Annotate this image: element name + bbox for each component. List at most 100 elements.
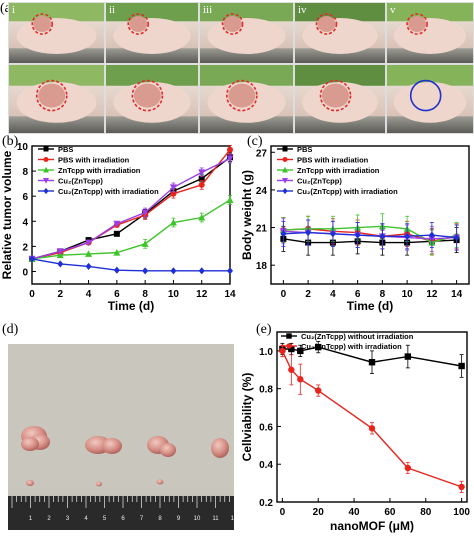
data-point bbox=[198, 213, 206, 221]
plot-frame bbox=[276, 331, 468, 503]
data-point bbox=[282, 157, 288, 162]
photo-label-v: v bbox=[390, 4, 396, 16]
mouse-photo-2-4 bbox=[294, 64, 386, 134]
x-tick-label: 8 bbox=[142, 289, 148, 300]
series-line bbox=[283, 231, 457, 239]
photo-label-iii: iii bbox=[203, 4, 213, 16]
x-tick-label: 60 bbox=[384, 507, 396, 518]
data-point bbox=[297, 347, 304, 355]
data-point bbox=[227, 267, 233, 275]
data-point bbox=[453, 233, 460, 242]
data-point bbox=[198, 267, 205, 275]
legend-label: Cu₂(ZnTcpp) without irradiation bbox=[301, 332, 414, 341]
y-axis-label: Relative tumor volume bbox=[0, 150, 14, 279]
tumor bbox=[317, 16, 336, 32]
panel-label-b: (b) bbox=[2, 134, 19, 149]
data-point bbox=[43, 166, 49, 173]
data-point bbox=[329, 230, 336, 238]
mouse-drawing bbox=[393, 13, 467, 54]
x-tick-label: 20 bbox=[313, 507, 325, 518]
data-point bbox=[404, 464, 412, 472]
x-tick-label: 6 bbox=[355, 289, 361, 300]
ruler-number: 10 bbox=[194, 516, 201, 522]
ruler-number: 2 bbox=[47, 516, 51, 522]
data-point bbox=[170, 267, 177, 275]
plot-frame bbox=[31, 145, 231, 285]
mouse-photo-1-2: ii bbox=[105, 2, 199, 64]
mouse-drawing bbox=[16, 79, 97, 123]
mouse-body bbox=[16, 18, 97, 54]
ruler bbox=[8, 496, 234, 530]
tumor-volume-chart: 0 2 4 6 8 10 12 14 0 2 4 6 8 10 Time (d) Relative tumor… bbox=[0, 142, 236, 313]
data-point bbox=[297, 376, 304, 383]
series-line bbox=[31, 199, 231, 260]
x-tick-label: 8 bbox=[380, 289, 386, 300]
data-point bbox=[169, 184, 177, 191]
data-point bbox=[85, 239, 93, 247]
data-point bbox=[368, 359, 376, 366]
data-point bbox=[43, 187, 49, 195]
large-tumor-4 bbox=[211, 438, 229, 458]
legend-label: Cu₂(ZnTcpp) with irradiation bbox=[58, 187, 159, 196]
legend-label: PBS bbox=[58, 145, 73, 154]
data-point bbox=[113, 220, 121, 228]
data-point bbox=[198, 181, 205, 188]
data-point bbox=[280, 230, 287, 238]
mouse-drawing bbox=[302, 13, 378, 54]
data-point bbox=[282, 178, 288, 184]
mouse-drawing bbox=[113, 79, 191, 123]
mouse-drawing bbox=[302, 79, 378, 123]
y-tick-label: 10 bbox=[17, 142, 29, 153]
tumor-marker-red bbox=[131, 79, 164, 112]
ruler-number: 8 bbox=[158, 516, 162, 522]
x-tick-label: 10 bbox=[402, 289, 414, 300]
mouse-drawing bbox=[207, 79, 286, 123]
series-5 bbox=[280, 219, 460, 251]
data-point bbox=[354, 231, 361, 239]
tumor-marker-red bbox=[35, 79, 68, 112]
tumor bbox=[228, 83, 256, 108]
legend: Cu₂(ZnTcpp) without irradiationCu₂(ZnTcp… bbox=[281, 332, 414, 351]
mouse-drawing bbox=[16, 13, 97, 54]
tumor-marker-red bbox=[127, 13, 150, 35]
data-point bbox=[141, 209, 149, 217]
panel-label-d: (d) bbox=[2, 322, 19, 337]
mouse-photo-2-5 bbox=[386, 64, 474, 134]
series-line bbox=[31, 157, 231, 260]
series-4 bbox=[28, 153, 234, 263]
mouse-photo-2-3 bbox=[199, 64, 294, 134]
y-tick-label: 27 bbox=[256, 148, 268, 159]
data-point bbox=[458, 483, 465, 491]
data-point bbox=[282, 187, 288, 195]
plot-frame bbox=[270, 145, 470, 285]
legend-label: Cu₂(ZnTcpp) with irradiation bbox=[301, 342, 402, 351]
x-tick-label: 12 bbox=[196, 289, 208, 300]
series-2 bbox=[279, 344, 465, 493]
large-tumor-2 bbox=[85, 436, 122, 454]
y-tick-label: 1.0 bbox=[259, 347, 273, 358]
data-point bbox=[288, 345, 295, 353]
mouse-drawing bbox=[393, 79, 467, 123]
tumor-marker-red bbox=[319, 79, 352, 112]
x-axis-label: Time (d) bbox=[347, 299, 393, 313]
x-tick-label: 2 bbox=[305, 289, 311, 300]
y-tick-label: 18 bbox=[256, 261, 268, 272]
cell-viability-chart: 0 20 40 60 80 100 0.2 0.4 0.6 0.8 1.0 nanoMOF (μM) C… bbox=[240, 331, 470, 533]
x-tick-label: 80 bbox=[420, 507, 432, 518]
ruler-number: 11 bbox=[212, 516, 219, 522]
tumor bbox=[133, 83, 161, 108]
y-tick-label: 0.6 bbox=[259, 422, 273, 433]
tumor-marker-red bbox=[31, 13, 54, 35]
data-point bbox=[198, 175, 205, 182]
photo-label-i: i bbox=[12, 4, 16, 16]
legend-label: Cu₂(ZnTcpp) bbox=[297, 177, 342, 186]
data-point bbox=[226, 196, 234, 203]
ruler-number: 5 bbox=[103, 516, 107, 522]
y-tick-label: 2 bbox=[22, 242, 28, 253]
data-point bbox=[404, 353, 412, 360]
tumor-marker-red bbox=[406, 13, 428, 35]
ruler-number: 6 bbox=[121, 516, 125, 522]
